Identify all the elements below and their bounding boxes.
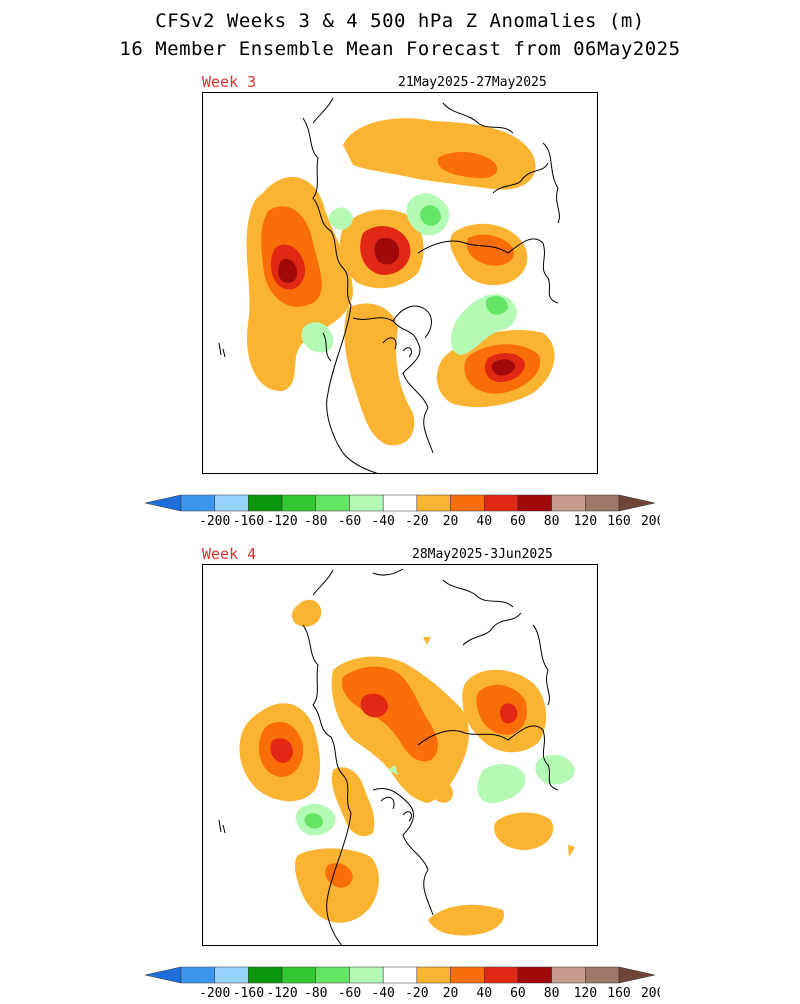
colorbar-swatch <box>585 966 620 984</box>
colorbar-tick-label: -160 <box>233 986 264 1001</box>
colorbar-arrow-high <box>618 966 656 984</box>
colorbar-swatch <box>180 494 215 512</box>
colorbar-tick-label: 60 <box>510 514 526 529</box>
week4-coastlines <box>218 568 559 945</box>
colorbar-swatch <box>585 494 620 512</box>
week3-coastlines <box>218 97 560 473</box>
week3-colorbar: -200 -160 -120 -80 -60 -40 -20 20 40 60 80 120 160 20… <box>140 490 660 532</box>
colorbar-tick-label: 40 <box>476 514 492 529</box>
colorbar-tick-label: -80 <box>304 514 327 529</box>
colorbar-tick-label: -200 <box>199 514 230 529</box>
chart-title: CFSv2 Weeks 3 & 4 500 hPa Z Anomalies (m… <box>155 10 645 32</box>
colorbar-arrow-low <box>144 966 182 984</box>
colorbar-swatch <box>349 494 384 512</box>
week4-positive-anomalies <box>239 599 575 936</box>
colorbar-swatch <box>551 494 586 512</box>
colorbar-swatch <box>281 494 317 512</box>
colorbar-tick-label: -20 <box>405 514 428 529</box>
colorbar-tick-label: 80 <box>544 514 560 529</box>
colorbar-swatch <box>382 494 418 512</box>
week3-label: Week 3 <box>202 73 257 91</box>
colorbar-swatch <box>483 966 519 984</box>
colorbar-tick-label: -120 <box>266 986 297 1001</box>
colorbar-swatch <box>382 966 418 984</box>
week3-negative-anomalies <box>301 193 517 355</box>
colorbar-arrow-high <box>618 494 656 512</box>
colorbar-tick-label: 120 <box>574 514 597 529</box>
colorbar-swatch <box>483 494 519 512</box>
colorbar-swatch <box>517 494 552 512</box>
colorbar-tick-label: -120 <box>266 514 297 529</box>
week4-colorbar: -200 -160 -120 -80 -60 -40 -20 20 40 60 80 120 160 20… <box>140 962 660 1004</box>
chart-subtitle: 16 Member Ensemble Mean Forecast from 06… <box>119 38 681 60</box>
colorbar-swatch <box>450 494 485 512</box>
week4-date-range: 28May2025-3Jun2025 <box>412 547 553 562</box>
colorbar-swatch <box>248 966 283 984</box>
colorbar-swatch <box>214 966 249 984</box>
week4-label: Week 4 <box>202 545 257 563</box>
colorbar-swatch <box>416 494 451 512</box>
colorbar-tick-label: -60 <box>338 986 361 1001</box>
week3-map <box>202 92 598 474</box>
colorbar-tick-label: -80 <box>304 986 327 1001</box>
colorbar-swatch <box>416 966 451 984</box>
colorbar-tick-label: 160 <box>607 514 630 529</box>
colorbar-tick-label: 200 <box>641 986 660 1001</box>
week3-positive-anomalies <box>246 118 555 446</box>
colorbar-tick-label: 120 <box>574 986 597 1001</box>
colorbar-swatch <box>517 966 552 984</box>
week4-map <box>202 564 598 946</box>
colorbar-tick-label: -160 <box>233 514 264 529</box>
colorbar-arrow-low <box>144 494 182 512</box>
week3-date-range: 21May2025-27May2025 <box>398 75 547 90</box>
colorbar-tick-label: -40 <box>371 514 394 529</box>
colorbar-swatch <box>248 494 283 512</box>
colorbar-swatch <box>315 494 350 512</box>
colorbar-swatch <box>349 966 384 984</box>
colorbar-tick-label: -60 <box>338 514 361 529</box>
colorbar-tick-label: 40 <box>476 986 492 1001</box>
colorbar-tick-label: -20 <box>405 986 428 1001</box>
colorbar-swatch <box>214 494 249 512</box>
colorbar-tick-label: 200 <box>641 514 660 529</box>
colorbar-tick-label: 80 <box>544 986 560 1001</box>
colorbar-swatch <box>450 966 485 984</box>
colorbar-tick-label: 160 <box>607 986 630 1001</box>
colorbar-swatch <box>180 966 215 984</box>
colorbar-swatch <box>551 966 586 984</box>
colorbar-tick-label: -200 <box>199 986 230 1001</box>
colorbar-tick-label: 20 <box>443 986 459 1001</box>
colorbar-tick-label: 60 <box>510 986 526 1001</box>
colorbar-tick-label: 20 <box>443 514 459 529</box>
colorbar-tick-label: -40 <box>371 986 394 1001</box>
colorbar-swatch <box>281 966 317 984</box>
colorbar-swatch <box>315 966 350 984</box>
